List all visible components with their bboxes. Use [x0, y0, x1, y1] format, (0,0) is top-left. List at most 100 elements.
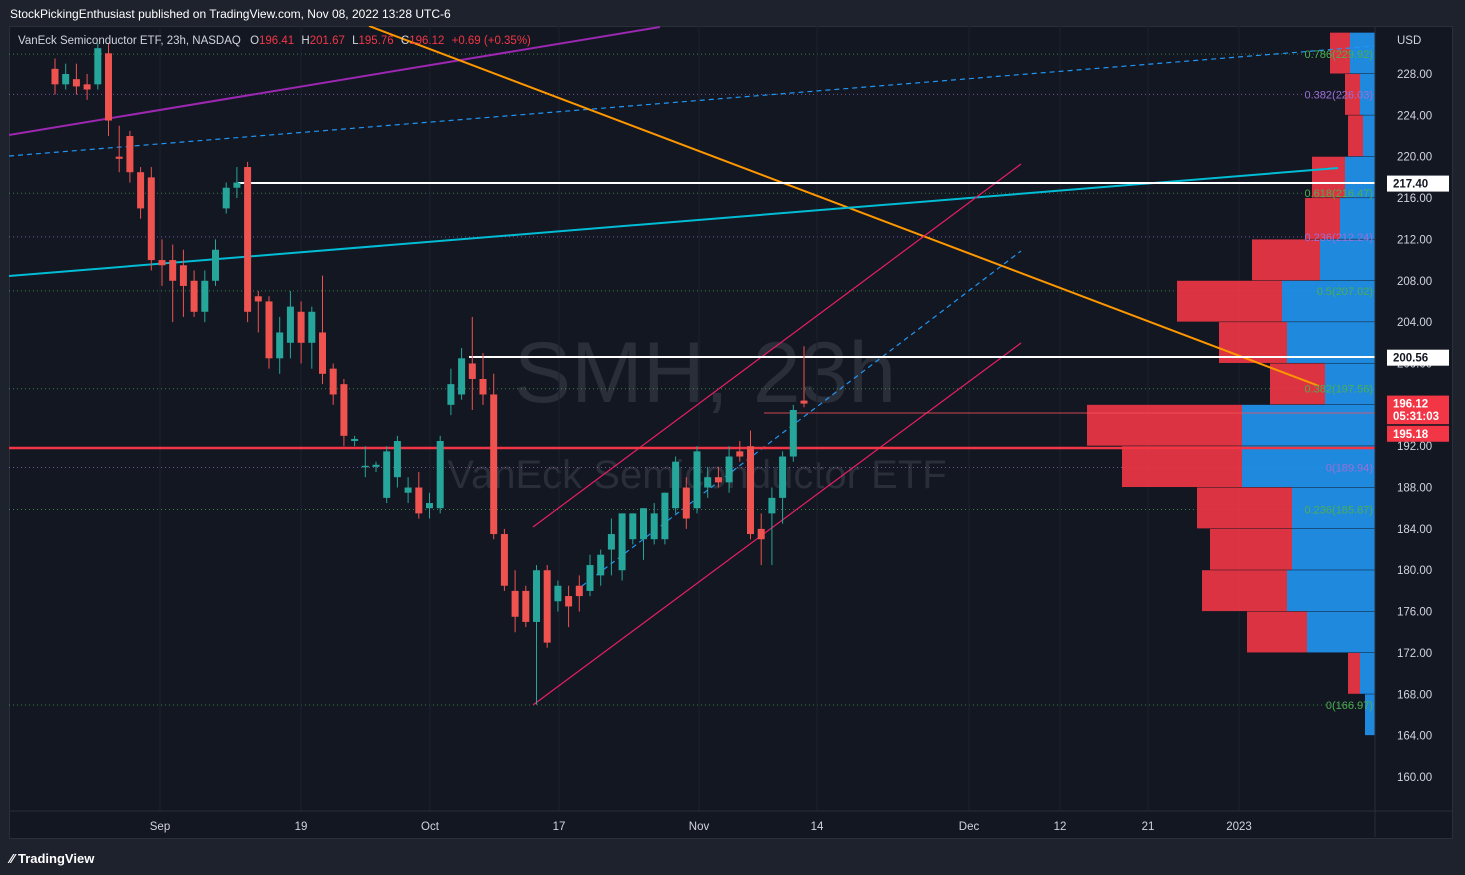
volume-bar-buy-6: [1282, 280, 1375, 322]
legend-low-label: L: [352, 35, 359, 47]
candle-body-2: [72, 79, 80, 87]
legend-high-label: H: [301, 35, 310, 47]
candle-body-59: [682, 487, 690, 519]
fib-green-label-2: 0.5(207.02): [1317, 286, 1373, 298]
candle-body-57: [661, 492, 669, 540]
price-tick-3: 216.00: [1397, 193, 1432, 205]
candle-body-56: [650, 513, 658, 540]
candle-body-53: [618, 513, 626, 571]
time-axis[interactable]: Sep 19 Oct 17 Nov 14 Dec 12 21 2023: [9, 810, 1453, 833]
tradingview-logo-icon: ⁄⁄: [10, 851, 18, 866]
channel-lower-line[interactable]: [532, 342, 1022, 706]
volume-bar-sell-1: [1345, 74, 1360, 115]
volume-bar-buy-16: [1365, 694, 1375, 736]
candle-body-63: [725, 456, 733, 483]
candle-body-17: [233, 182, 241, 188]
volume-bar-buy-10: [1242, 446, 1375, 488]
candle-body-67: [768, 497, 776, 514]
trend-drawings[interactable]: [9, 26, 1376, 706]
legend-close-label: C: [400, 35, 410, 47]
price-tick-12: 180.00: [1397, 565, 1432, 577]
price-tick-9: 192.00: [1397, 441, 1432, 453]
channel-upper-line[interactable]: [532, 163, 1022, 528]
candle-body-6: [115, 156, 123, 159]
candle-body-54: [629, 513, 637, 540]
currency-label: USD: [1397, 35, 1421, 47]
volume-bar-sell-2: [1348, 115, 1363, 157]
candle-body-25: [319, 332, 326, 374]
candle-body-68: [779, 456, 787, 498]
candle-body-47: [554, 585, 562, 602]
price-tick-13: 176.00: [1397, 607, 1432, 619]
legend-change: +0.69 (+0.35%): [451, 35, 531, 47]
candle-body-41: [490, 394, 498, 535]
blue-dashed-trendline[interactable]: [9, 45, 1376, 157]
candle-body-52: [607, 534, 615, 550]
volume-bar-sell-11: [1197, 487, 1292, 529]
fib-green-label-5: 0(166.97): [1326, 700, 1373, 712]
fib-purple-label-2: 0(189.94): [1326, 462, 1373, 474]
time-tick-4: Nov: [689, 821, 710, 833]
price-marker-label-1: 200.56: [1393, 353, 1428, 365]
symbol-legend: VanEck Semiconductor ETF, 23h, NASDAQ O1…: [18, 35, 531, 47]
footer: ⁄⁄ TradingView: [0, 842, 1465, 875]
candlestick-series: [51, 42, 808, 705]
candle-body-3: [83, 84, 91, 90]
candle-body-26: [329, 368, 337, 395]
candle-body-16: [222, 187, 230, 209]
candle-body-44: [522, 590, 530, 622]
candle-body-35: [426, 503, 433, 509]
candle-body-22: [286, 306, 294, 343]
volume-bar-buy-14: [1307, 611, 1375, 653]
price-marker-bg-3: [1387, 408, 1449, 425]
candle-body-42: [500, 534, 508, 586]
candle-body-1: [62, 74, 70, 85]
candle-body-23: [297, 311, 305, 343]
volume-bar-sell-3: [1312, 156, 1345, 198]
price-chart[interactable]: SMH, 23h VanEck Semiconductor ETF 0.786(…: [9, 26, 1453, 839]
fib-purple-label-1: 0.236(212.24): [1305, 232, 1374, 244]
volume-bar-sell-6: [1177, 280, 1282, 322]
candle-body-24: [308, 311, 316, 343]
time-tick-7: 12: [1054, 821, 1067, 833]
time-tick-8: 21: [1142, 821, 1155, 833]
candle-body-58: [672, 461, 680, 509]
volume-bar-sell-9: [1087, 404, 1242, 446]
candle-body-9: [147, 177, 155, 261]
candle-body-8: [137, 172, 145, 209]
candle-body-38: [458, 358, 466, 395]
candle-body-5: [105, 53, 112, 121]
time-tick-0: Sep: [150, 821, 170, 833]
price-marker-bg-2: [1387, 395, 1449, 412]
price-tick-6: 204.00: [1397, 317, 1432, 329]
volume-bar-sell-4: [1305, 198, 1340, 239]
candle-body-13: [190, 280, 198, 312]
volume-bar-buy-3: [1345, 156, 1375, 198]
candle-body-7: [126, 136, 134, 173]
fib-green-label-4: 0.236(185.87): [1305, 505, 1374, 517]
candle-body-49: [575, 585, 583, 597]
cyan-trendline[interactable]: [9, 167, 1339, 277]
candle-body-30: [372, 464, 380, 467]
volume-bar-buy-12: [1292, 528, 1375, 570]
candle-body-34: [415, 487, 423, 514]
volume-bar-buy-1: [1360, 74, 1375, 115]
candle-body-32: [393, 441, 401, 478]
price-tick-5: 208.00: [1397, 276, 1432, 288]
price-axis[interactable]: USD 228.00 224.00 220.00 216.00 212.00 208.00…: [1374, 26, 1449, 837]
candle-body-40: [479, 378, 487, 395]
volume-bar-sell-5: [1252, 239, 1320, 281]
legend-high-value: 201.67: [309, 35, 345, 47]
tradingview-logo[interactable]: ⁄⁄ TradingView: [10, 851, 94, 866]
orange-trendline[interactable]: [368, 26, 1320, 387]
candle-body-10: [158, 260, 166, 266]
price-tick-15: 168.00: [1397, 689, 1432, 701]
legend-low-value: 195.76: [358, 35, 394, 47]
fib-green-label-1: 0.618(216.47): [1305, 188, 1374, 200]
candle-body-29: [361, 465, 369, 468]
purple-trendline[interactable]: [9, 26, 661, 136]
price-marker-label-0: 217.40: [1393, 179, 1428, 191]
volume-bar-buy-0: [1350, 32, 1375, 74]
price-tick-10: 188.00: [1397, 483, 1432, 495]
volume-bar-buy-4: [1340, 198, 1375, 239]
